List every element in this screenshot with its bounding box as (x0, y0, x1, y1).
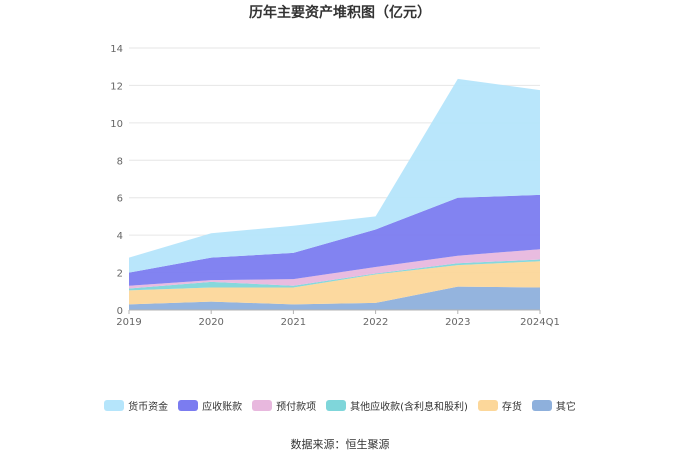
legend-label: 存货 (501, 402, 522, 413)
area-series-4 (129, 194, 540, 286)
x-tick-label: 2020 (198, 317, 223, 328)
x-tick-label: 2024Q1 (520, 317, 560, 328)
legend-swatch (477, 400, 498, 411)
legend-swatch (104, 400, 125, 411)
x-tick-label: 2021 (281, 317, 306, 328)
legend-label: 货币资金 (128, 402, 169, 413)
area-series-2 (129, 259, 540, 291)
x-axis: 2019 2020 2021 2022 2023 2024Q1 (116, 309, 560, 328)
y-tick-label: 0 (117, 306, 123, 317)
y-tick-label: 4 (117, 231, 123, 242)
area-series-5 (129, 78, 540, 273)
area-series-1 (129, 261, 540, 305)
y-axis-tick-labels: 0 2 4 6 8 10 12 14 (110, 44, 123, 317)
y-tick-label: 6 (117, 194, 123, 205)
legend-label: 其他应收款(含利息和股利) (350, 402, 468, 413)
area-series-0 (129, 286, 540, 310)
legend-swatch (531, 400, 552, 411)
legend-item[interactable]: 其他应收款(含利息和股利) (326, 398, 468, 413)
legend-swatch (326, 400, 347, 411)
data-source-note: 数据来源：恒生聚源 (290, 438, 390, 451)
y-tick-label: 12 (110, 81, 123, 92)
y-tick-label: 10 (110, 119, 123, 130)
legend-swatch (178, 400, 199, 411)
x-tick-label: 2022 (363, 317, 388, 328)
area-series (129, 78, 540, 310)
x-tick-label: 2023 (445, 317, 470, 328)
legend-item[interactable]: 货币资金 (104, 398, 168, 413)
chart-title: 历年主要资产堆积图（亿元） (249, 5, 431, 21)
legend-item[interactable]: 其它 (531, 398, 576, 413)
legend-item[interactable]: 应收账款 (178, 398, 242, 413)
legend-label: 其它 (555, 402, 576, 413)
area-series-3 (129, 249, 540, 289)
legend-label: 应收账款 (202, 402, 243, 413)
y-tick-label: 2 (117, 269, 123, 280)
legend-swatch (252, 400, 273, 411)
y-tick-label: 8 (117, 156, 123, 167)
y-tick-label: 14 (110, 44, 123, 55)
legend-item[interactable]: 预付款项 (252, 398, 316, 413)
legend-label: 预付款项 (276, 402, 317, 413)
x-tick-label: 2019 (116, 317, 141, 328)
legend-item[interactable]: 存货 (477, 398, 522, 413)
legend: 货币资金 应收账款 预付款项 其他应收款(含利息和股利) 存货 其它 (0, 398, 680, 413)
